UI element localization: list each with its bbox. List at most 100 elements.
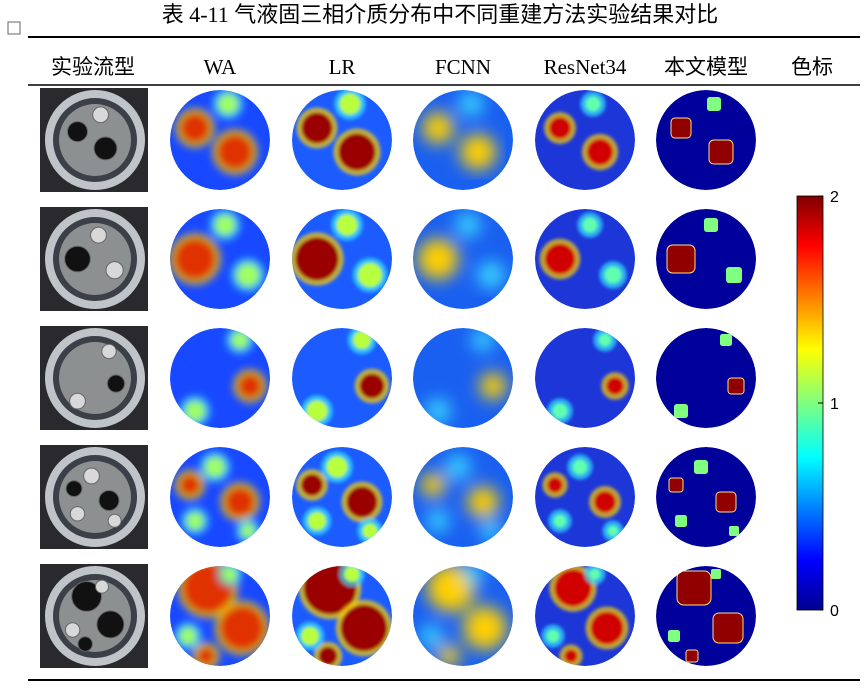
blobs <box>674 334 745 418</box>
blob <box>549 117 571 139</box>
blob <box>174 238 216 280</box>
blobs <box>668 569 744 663</box>
blob <box>668 630 680 642</box>
blob <box>219 605 265 651</box>
image-bg <box>656 328 756 428</box>
blob <box>546 629 560 643</box>
blob <box>423 628 439 644</box>
column-header: 实验流型 <box>51 55 135 79</box>
blob <box>318 646 338 666</box>
photo-object <box>93 136 118 161</box>
photo-object <box>64 245 91 273</box>
blobs <box>179 328 267 427</box>
blobs <box>668 460 739 536</box>
reconstruction-image <box>656 566 756 666</box>
blob <box>670 117 692 139</box>
blob <box>340 604 388 652</box>
blob <box>607 525 619 537</box>
photo-object <box>77 636 93 652</box>
blob <box>204 456 226 478</box>
column-header: LR <box>329 55 356 79</box>
blob <box>589 568 601 580</box>
blob <box>301 474 323 496</box>
blobs <box>539 212 627 289</box>
photo-object <box>92 106 109 124</box>
photo-object <box>106 374 126 393</box>
flow-photo <box>40 445 148 549</box>
blob <box>430 567 472 609</box>
reconstruction-image <box>292 90 392 190</box>
reconstruction-image <box>170 447 270 547</box>
blob <box>467 610 503 646</box>
reconstruction-image <box>656 90 756 190</box>
photo-object <box>105 261 124 280</box>
blob <box>554 569 592 607</box>
blob <box>225 487 255 517</box>
blob <box>459 216 477 234</box>
blobs <box>170 209 265 292</box>
blob <box>715 491 737 513</box>
blob <box>712 612 744 644</box>
blob <box>429 402 447 420</box>
table-handle[interactable] <box>7 21 21 35</box>
blob <box>307 511 327 531</box>
blob <box>214 214 236 236</box>
reconstruction-image <box>656 328 756 428</box>
blob <box>675 515 687 527</box>
blob <box>547 477 563 493</box>
blobs <box>670 97 734 165</box>
blob <box>604 266 622 284</box>
blob <box>598 333 612 347</box>
blob <box>306 400 328 422</box>
reconstruction-image <box>535 90 635 190</box>
blobs <box>421 90 498 172</box>
blob <box>606 377 624 395</box>
blobs <box>416 211 506 290</box>
flow-photo <box>40 207 148 311</box>
blob <box>338 133 376 171</box>
reconstruction-image <box>413 209 513 309</box>
blobs <box>174 451 261 544</box>
photo-object <box>64 622 81 638</box>
blob <box>676 570 712 606</box>
blob <box>590 611 624 645</box>
blob <box>217 134 253 170</box>
blobs <box>292 209 388 293</box>
blob <box>449 458 467 476</box>
blob <box>301 112 333 144</box>
image-bg <box>656 209 756 309</box>
photo-object <box>69 392 86 410</box>
blob <box>553 514 567 528</box>
blob <box>585 96 601 112</box>
blob <box>295 237 339 281</box>
blob <box>357 262 383 288</box>
photo-object <box>96 610 125 639</box>
blobs <box>296 90 381 176</box>
blob <box>344 566 360 582</box>
flow-photo <box>40 326 148 430</box>
blob <box>179 474 201 496</box>
blob <box>217 93 239 115</box>
photo-object <box>71 581 102 612</box>
blob <box>339 93 361 115</box>
column-header: ResNet34 <box>544 55 627 79</box>
reconstruction-image <box>413 328 513 428</box>
photo-object <box>90 226 107 244</box>
colorbar-tick-label: 2 <box>830 189 839 206</box>
blob <box>359 373 385 399</box>
blob <box>222 566 238 582</box>
blob <box>346 486 378 518</box>
blob <box>674 404 688 418</box>
blob <box>184 400 206 422</box>
column-header: WA <box>204 55 237 79</box>
blob <box>544 243 576 275</box>
blob <box>424 476 442 494</box>
reconstruction-image <box>292 566 392 666</box>
blob <box>666 244 696 274</box>
blob <box>704 218 718 232</box>
blob <box>426 116 450 140</box>
blobs <box>541 566 629 666</box>
blob <box>485 525 497 537</box>
reconstruction-image <box>292 328 392 428</box>
